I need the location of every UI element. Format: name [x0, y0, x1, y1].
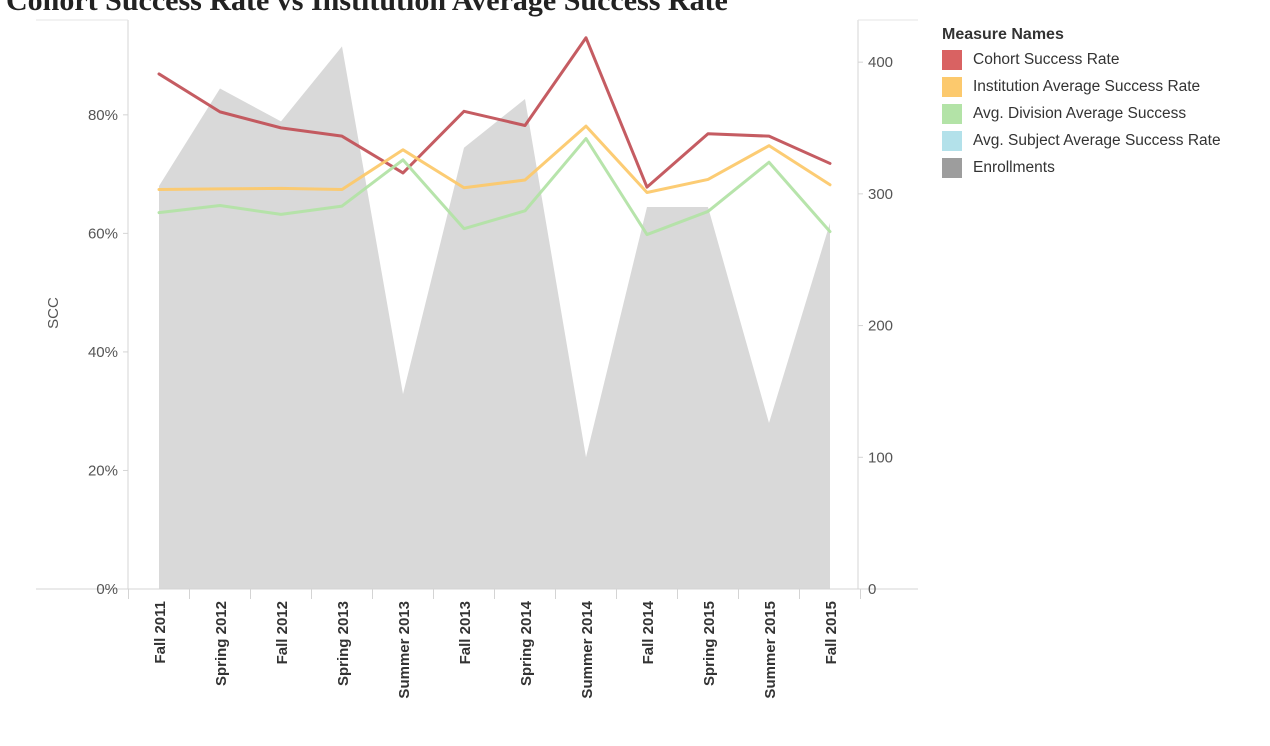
x-tick-label: Summer 2014 — [579, 600, 596, 698]
institution-average-success-rate-line — [157, 124, 832, 194]
x-tick-label: Fall 2012 — [274, 601, 291, 664]
enrollments-area — [159, 46, 830, 589]
page-header-text: Cohort Success Rate vs Institution Avera… — [6, 0, 728, 17]
axes-group: 0% 20% 40% 60% 80% 0 100 200 300 400 SCC Fall 2011 S… — [36, 19, 918, 699]
x-tick-label: Fall 2015 — [823, 601, 840, 664]
legend-item-avg-division-average-success[interactable]: Avg. Division Average Success — [942, 100, 1270, 127]
x-tick-label: Summer 2013 — [396, 601, 413, 699]
y-axis-title: SCC — [45, 297, 62, 329]
legend-swatch — [942, 76, 962, 97]
legend-item-institution-average-success-rate[interactable]: Institution Average Success Rate — [942, 73, 1270, 100]
left-tick-label: 60% — [88, 225, 118, 242]
page-header: Cohort Success Rate vs Institution Avera… — [0, 0, 1270, 18]
legend-swatch — [942, 130, 962, 151]
legend-swatch — [942, 157, 962, 178]
x-tick-label: Spring 2015 — [701, 601, 718, 686]
legend-swatch — [942, 103, 962, 124]
chart-svg: 0% 20% 40% 60% 80% 0 100 200 300 400 SCC Fall 2011 S… — [36, 19, 918, 699]
left-tick-label: 80% — [88, 107, 118, 124]
x-tick-label: Fall 2013 — [457, 601, 474, 664]
x-tick-label: Fall 2011 — [152, 601, 169, 664]
x-tick-label: Spring 2012 — [213, 601, 230, 686]
right-tick-label: 200 — [868, 318, 893, 335]
legend-label: Avg. Subject Average Success Rate — [973, 131, 1221, 149]
legend-item-cohort-success-rate[interactable]: Cohort Success Rate — [942, 46, 1270, 73]
x-tick-label: Spring 2013 — [335, 601, 352, 686]
legend-label: Avg. Division Average Success — [973, 104, 1187, 122]
x-tick-label: Fall 2014 — [640, 600, 657, 664]
legend-item-avg-subject-average-success-rate[interactable]: Avg. Subject Average Success Rate — [942, 127, 1270, 154]
right-tick-label: 0 — [868, 581, 876, 598]
avg-division-average-success-line — [157, 137, 832, 237]
legend-title: Measure Names — [942, 26, 1064, 43]
left-tick-label: 20% — [88, 462, 118, 479]
enrollments-area-group — [159, 46, 830, 589]
legend: Measure Names Cohort Success Rate Instit… — [942, 26, 1270, 181]
legend-swatch — [942, 49, 962, 70]
legend-label: Institution Average Success Rate — [973, 77, 1201, 95]
left-tick-label: 0% — [96, 581, 118, 598]
x-tick-label: Summer 2015 — [762, 601, 779, 699]
legend-label: Cohort Success Rate — [973, 50, 1120, 68]
legend-label: Enrollments — [973, 158, 1055, 176]
cohort-success-rate-line — [157, 36, 832, 189]
left-tick-label: 40% — [88, 344, 118, 361]
right-tick-label: 300 — [868, 186, 893, 203]
chart-panel: 0% 20% 40% 60% 80% 0 100 200 300 400 SCC Fall 2011 S… — [8, 18, 1270, 746]
line-series-group — [157, 36, 832, 237]
x-tick-label: Spring 2014 — [518, 600, 535, 686]
right-tick-label: 400 — [868, 54, 893, 71]
legend-item-enrollments[interactable]: Enrollments — [942, 154, 1270, 181]
right-tick-label: 100 — [868, 449, 893, 466]
